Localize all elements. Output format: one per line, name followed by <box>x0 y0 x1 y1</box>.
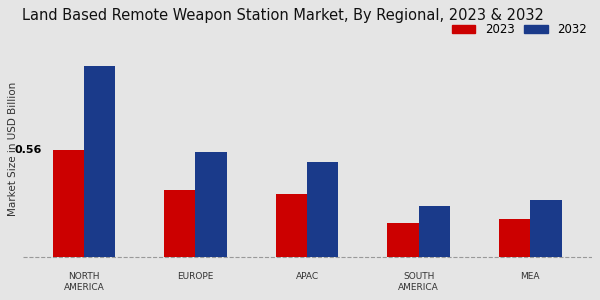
Legend: 2023, 2032: 2023, 2032 <box>447 19 592 41</box>
Text: Land Based Remote Weapon Station Market, By Regional, 2023 & 2032: Land Based Remote Weapon Station Market,… <box>23 8 544 23</box>
Bar <box>388 223 419 257</box>
Bar <box>84 66 115 257</box>
Bar <box>53 150 84 257</box>
Bar <box>164 190 196 257</box>
Y-axis label: Market Size in USD Billion: Market Size in USD Billion <box>8 82 19 216</box>
Bar <box>530 200 562 257</box>
Bar <box>276 194 307 257</box>
Bar <box>196 152 227 257</box>
Text: 0.56: 0.56 <box>14 145 41 155</box>
Bar <box>499 219 530 257</box>
Bar <box>419 206 450 257</box>
Bar <box>307 161 338 257</box>
